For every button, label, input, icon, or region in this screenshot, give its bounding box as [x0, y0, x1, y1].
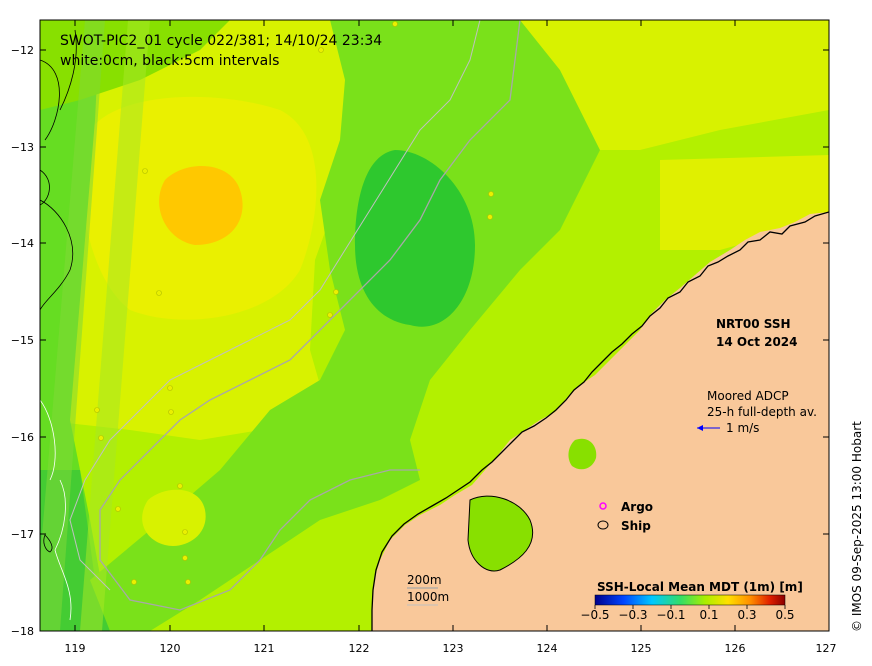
colorbar-tick-label: −0.3 — [618, 608, 647, 622]
map-subtitle: white:0cm, black:5cm intervals — [60, 53, 279, 69]
credit-text: © IMOS 09-Sep-2025 13:00 Hobart — [850, 421, 864, 632]
x-tick-label: 122 — [349, 642, 370, 655]
adcp-scale-label: 1 m/s — [726, 421, 759, 435]
sea-field-yellow-northeast — [520, 20, 829, 150]
plot-frame — [39, 19, 830, 632]
contour-5cm — [40, 29, 77, 311]
y-tick-label: −13 — [11, 141, 34, 154]
gulf-inlet — [468, 496, 533, 571]
coastline — [371, 211, 829, 631]
x-tick-label: 120 — [160, 642, 181, 655]
product-name: NRT00 SSH — [716, 317, 791, 331]
colorbar-tick-label: 0.5 — [775, 608, 794, 622]
data-points — [94, 20, 548, 585]
x-tick-label: 121 — [254, 642, 275, 655]
gulf-coastline — [467, 495, 534, 572]
x-tick-label: 126 — [725, 642, 746, 655]
product-date: 14 Oct 2024 — [716, 335, 798, 349]
swath-strip-2 — [80, 20, 150, 631]
sea-field-yellow-south — [142, 489, 206, 546]
sea-field-green-band — [90, 20, 600, 631]
x-tick-label: 123 — [443, 642, 464, 655]
y-tick-label: −15 — [11, 334, 34, 347]
colorbar-tick-label: 0.1 — [699, 608, 718, 622]
y-tick-label: −17 — [11, 528, 34, 541]
y-tick-label: −16 — [11, 431, 34, 444]
adcp-sublabel: 25-h full-depth av. — [707, 405, 817, 419]
x-tick-label: 119 — [65, 642, 86, 655]
colorbar-tick-label: −0.1 — [656, 608, 685, 622]
isobath-1000m-label: 1000m — [407, 590, 449, 604]
isobath-200m — [99, 20, 521, 611]
adcp-arrow-icon — [697, 425, 720, 431]
argo-marker-icon — [599, 502, 607, 510]
bay-inlet — [568, 438, 597, 470]
map-field — [40, 20, 829, 631]
ship-marker-icon — [597, 520, 609, 530]
sea-field-dark-green-low — [355, 150, 475, 327]
sea-field-orange-high — [159, 166, 243, 245]
colorbar-tick-label: −0.5 — [580, 608, 609, 622]
colorbar — [594, 594, 786, 606]
map-title: SWOT-PIC2_01 cycle 022/381; 14/10/24 23:… — [60, 33, 382, 49]
axis-ticks — [40, 20, 830, 632]
y-tick-labels: −12 −13 −14 −15 −16 −17 −18 — [11, 44, 34, 638]
contour-0cm — [40, 399, 72, 621]
x-tick-labels: 119 120 121 122 123 124 125 126 127 — [65, 642, 837, 655]
y-tick-label: −14 — [11, 237, 34, 250]
x-tick-label: 125 — [631, 642, 652, 655]
x-tick-label: 127 — [816, 642, 837, 655]
isobath-1000m — [69, 20, 481, 591]
argo-label: Argo — [621, 500, 653, 514]
colorbar-title: SSH-Local Mean MDT (1m) [m] — [597, 580, 803, 594]
contour-5cm-south — [43, 534, 53, 553]
colorbar-ticks — [594, 605, 786, 609]
isobath-200m-label: 200m — [407, 573, 442, 587]
y-tick-label: −12 — [11, 44, 34, 57]
swath-strip-1 — [40, 20, 105, 631]
adcp-label: Moored ADCP — [707, 389, 789, 403]
y-tick-label: −18 — [11, 625, 34, 638]
colorbar-tick-label: 0.3 — [737, 608, 756, 622]
x-tick-label: 124 — [537, 642, 558, 655]
ship-label: Ship — [621, 519, 651, 533]
